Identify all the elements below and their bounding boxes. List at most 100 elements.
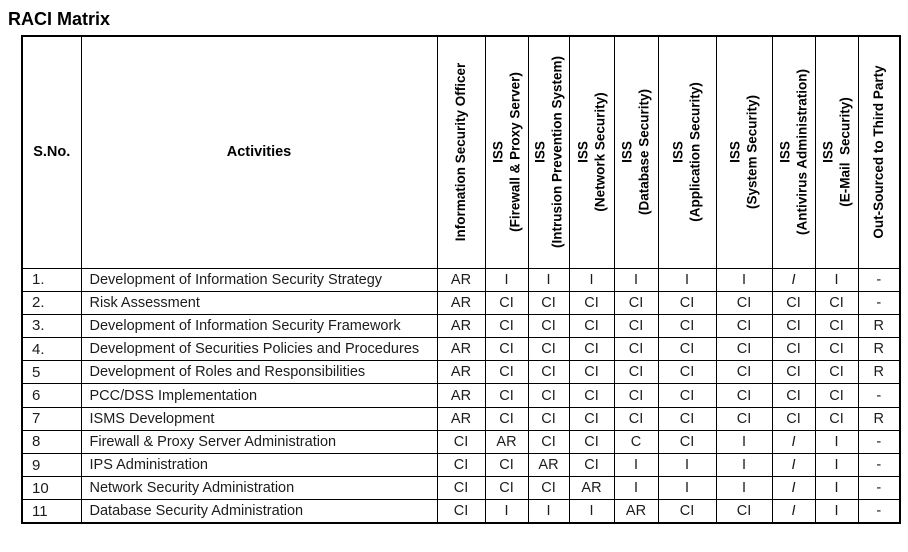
row-number-cell: 2. <box>21 290 82 315</box>
column-label-line1: Out-Sourced to Third Party <box>870 65 886 239</box>
raci-value-cell: AR <box>436 360 486 385</box>
column-label-line2: (Network Security) <box>591 92 607 212</box>
table-row: 3. Development of Information Security Fr… <box>21 313 901 339</box>
column-label-line2: (Intrusion Prevention System) <box>548 56 564 249</box>
raci-value-cell: CI <box>657 290 717 315</box>
raci-value-cell: I <box>771 267 816 292</box>
raci-value-cell: CI <box>568 290 615 315</box>
raci-value-cell: CI <box>771 313 816 339</box>
raci-value-cell: AR <box>436 267 486 292</box>
raci-value-cell: I <box>527 499 570 524</box>
raci-value-cell: CI <box>484 290 529 315</box>
raci-value-cell: CI <box>814 290 859 315</box>
column-label-line1: ISS <box>820 141 835 164</box>
raci-value-cell: CI <box>771 406 816 431</box>
rotated-column-label: ISS (Application Security) <box>671 38 704 267</box>
table-row: 7 ISMS Development AR CI CI CI CI CI CI CI CI R <box>21 406 901 431</box>
rotated-column-label: ISS (System Security) <box>728 38 761 267</box>
raci-value-cell: - <box>857 383 901 408</box>
raci-value-cell: I <box>527 267 570 292</box>
column-header-iss-antivirus-administration: ISS (Antivirus Administration) <box>771 35 816 269</box>
raci-value-cell: I <box>613 476 659 501</box>
raci-value-cell: CI <box>613 383 659 408</box>
raci-value-cell: CI <box>568 360 615 385</box>
raci-value-cell: CI <box>527 406 570 431</box>
raci-value-cell: CI <box>484 313 529 339</box>
raci-value-cell: CI <box>657 499 717 524</box>
row-number-cell: 9 <box>21 452 82 478</box>
row-number-cell: 11 <box>21 499 82 524</box>
column-label-line1: ISS <box>619 141 635 164</box>
table-row: 6 PCC/DSS Implementation AR CI CI CI CI CI CI CI C… <box>21 383 901 408</box>
raci-value-cell: CI <box>484 360 529 385</box>
raci-value-cell: CI <box>613 406 659 431</box>
rotated-column-label: ISS (Network Security) <box>575 38 608 267</box>
raci-value-cell: CI <box>715 406 773 431</box>
raci-value-cell: CI <box>771 290 816 315</box>
column-label-line2: (System Security) <box>744 95 759 210</box>
raci-value-cell: CI <box>657 406 717 431</box>
raci-value-cell: CI <box>613 313 659 339</box>
table-row: 8 Firewall & Proxy Server Administration C… <box>21 429 901 455</box>
activity-cell: Development of Roles and Responsibilitie… <box>80 360 438 385</box>
activity-cell: Database Security Administration <box>80 499 438 524</box>
raci-value-cell: I <box>568 499 615 524</box>
raci-value-cell: CI <box>613 290 659 315</box>
activity-cell: Firewall & Proxy Server Administration <box>80 429 438 455</box>
raci-value-cell: CI <box>657 360 717 385</box>
column-header-iss-database-security: ISS (Database Security) <box>613 35 659 269</box>
column-header-iss-application-security: ISS (Application Security) <box>657 35 717 269</box>
column-header-information-security-officer: Information Security Officer <box>436 35 486 269</box>
raci-value-cell: I <box>814 476 859 501</box>
raci-value-cell: CI <box>436 429 486 455</box>
rotated-column-label: ISS (Firewall & Proxy Server) <box>490 38 523 267</box>
raci-value-cell: CI <box>814 406 859 431</box>
column-header-activities: Activities <box>80 35 438 269</box>
column-header-iss-intrusion-prevention-system: ISS (Intrusion Prevention System) <box>527 35 570 269</box>
raci-value-cell: R <box>857 406 901 431</box>
raci-value-cell: CI <box>527 429 570 455</box>
raci-value-cell: I <box>715 452 773 478</box>
column-label-line1: ISS <box>575 141 590 164</box>
column-label-line1: Information Security Officer <box>452 62 468 242</box>
raci-value-cell: - <box>857 499 901 524</box>
raci-value-cell: CI <box>771 360 816 385</box>
raci-value-cell: - <box>857 267 901 292</box>
column-label-line2: (Antivirus Administration) <box>793 69 809 236</box>
raci-value-cell: I <box>715 476 773 501</box>
activity-cell: Development of Information Security Stra… <box>80 267 438 292</box>
raci-value-cell: R <box>857 313 901 339</box>
raci-value-cell: CI <box>436 452 486 478</box>
column-header-iss-firewall-proxy-server: ISS (Firewall & Proxy Server) <box>484 35 529 269</box>
raci-value-cell: CI <box>527 337 570 362</box>
raci-value-cell: CI <box>657 383 717 408</box>
raci-value-cell: CI <box>527 290 570 315</box>
raci-value-cell: CI <box>527 476 570 501</box>
raci-value-cell: I <box>814 429 859 455</box>
raci-value-cell: CI <box>715 360 773 385</box>
raci-value-cell: CI <box>715 313 773 339</box>
raci-value-cell: AR <box>613 499 659 524</box>
raci-value-cell: AR <box>436 337 486 362</box>
table-row: 1. Development of Information Security St… <box>21 267 901 292</box>
column-label-line1: ISS <box>727 141 743 164</box>
raci-value-cell: AR <box>484 429 529 455</box>
column-header-iss-e-mail-security: ISS (E-Mail Security) <box>814 35 859 269</box>
column-label-line2: (E-Mail Security) <box>836 97 852 208</box>
activity-cell: IPS Administration <box>80 452 438 478</box>
raci-value-cell: CI <box>568 429 615 455</box>
raci-value-cell: R <box>857 337 901 362</box>
raci-value-cell: I <box>771 476 816 501</box>
rotated-column-label: ISS (E-Mail Security) <box>820 38 853 267</box>
raci-value-cell: I <box>657 476 717 501</box>
raci-value-cell: CI <box>568 383 615 408</box>
raci-table: S.No. Activities Information Security Offi… <box>21 35 901 525</box>
rotated-column-label: ISS (Intrusion Prevention System) <box>532 38 565 267</box>
raci-value-cell: AR <box>436 313 486 339</box>
activity-cell: ISMS Development <box>80 406 438 431</box>
raci-value-cell: I <box>715 267 773 292</box>
row-number-cell: 4. <box>21 337 82 362</box>
column-label-line2: (Firewall & Proxy Server) <box>506 72 522 233</box>
activity-cell: Development of Information Security Fram… <box>80 313 438 339</box>
header-row: S.No. Activities Information Security Offi… <box>21 35 901 269</box>
